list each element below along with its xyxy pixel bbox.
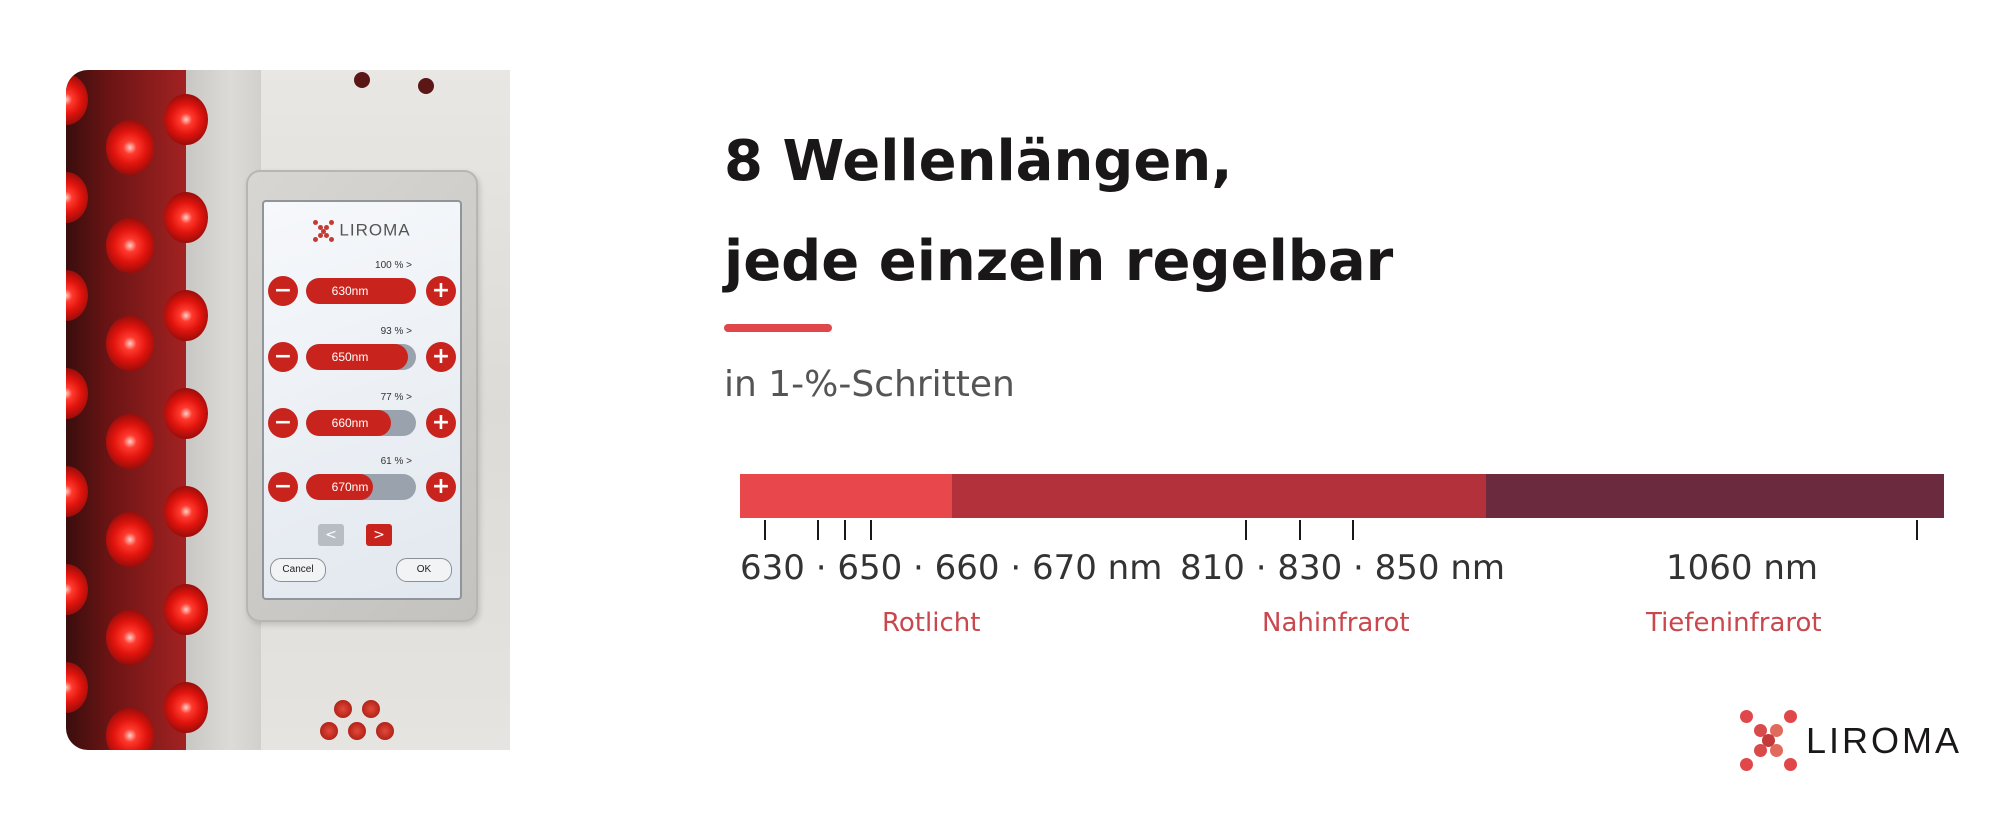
red-led [164,584,208,635]
speaker-dot [376,722,394,740]
wavelength-row-630: − 630nm + [268,274,456,308]
headline-line-1: 8 Wellenlängen, [724,129,1233,194]
row-percent-660[interactable]: 77 % > [380,392,412,403]
wavelength-row-650: − 650nm + [268,340,456,374]
decrease-button[interactable]: − [268,342,298,372]
spectrum-segment-red [740,474,952,518]
screen-brand-text: LIROMA [339,220,411,240]
red-led [66,368,88,419]
ok-button[interactable]: OK [396,558,452,582]
wavelength-label: 660nm [331,416,369,430]
touchscreen-bezel: LIROMA 100 % > − 630nm + 93 % > − 650nm [246,170,478,622]
band-label-near-infrared: Nahinfrarot [1262,608,1410,638]
speaker-dot [334,700,352,718]
red-led [164,192,208,243]
wavelength-row-660: − 660nm + [268,406,456,440]
headline-line-2: jede einzeln regelbar [724,229,1394,294]
wavelength-tick [1916,520,1918,540]
red-led [66,564,88,615]
increase-button[interactable]: + [426,472,456,502]
spectrum-bar [740,474,1944,518]
red-led [164,94,208,145]
red-led [66,172,88,223]
speaker-dot [362,700,380,718]
wavelengths-deep-infrared-label: 1060 nm [1666,548,1819,588]
wavelength-tick [1245,520,1247,540]
logo-dot [1784,758,1797,771]
screen-logo: LIROMA [264,220,460,242]
wavelengths-red-label: 630 · 650 · 660 · 670 nm [740,548,1163,588]
row-percent-650[interactable]: 93 % > [380,326,412,337]
wavelength-row-670: − 670nm + [268,470,456,504]
red-led [164,290,208,341]
wavelength-tick [764,520,766,540]
mount-hole [418,78,434,94]
red-led [106,512,154,568]
logo-dot [1784,710,1797,723]
row-percent-630[interactable]: 100 % > [375,260,412,271]
red-led [106,218,154,274]
logo-dot [1740,758,1753,771]
red-led [164,388,208,439]
band-label-deep-infrared: Tiefeninfrarot [1646,608,1822,638]
row-percent-670[interactable]: 61 % > [380,456,412,467]
level-slider-660[interactable]: 660nm [306,410,416,436]
cancel-button[interactable]: Cancel [270,558,326,582]
wavelengths-near-infrared-label: 810 · 830 · 850 nm [1180,548,1506,588]
level-slider-670[interactable]: 670nm [306,474,416,500]
touchscreen: LIROMA 100 % > − 630nm + 93 % > − 650nm [262,200,462,600]
wavelength-tick [1352,520,1354,540]
red-led [164,486,208,537]
headline: 8 Wellenlängen, jede einzeln regelbar [724,112,1393,312]
next-page-button[interactable]: > [366,524,392,546]
accent-underline [724,324,832,332]
red-led [164,682,208,733]
red-led [66,270,88,321]
level-slider-630[interactable]: 630nm [306,278,416,304]
speaker-dot [320,722,338,740]
wavelength-label: 650nm [331,350,369,364]
red-led [106,120,154,176]
logo-dot [1770,744,1783,757]
logo-dot [1754,744,1767,757]
logo-dot [1754,724,1767,737]
brand-wordmark: LIROMA [1806,720,1963,761]
decrease-button[interactable]: − [268,472,298,502]
logo-dot [1762,734,1775,747]
red-led [66,466,88,517]
wavelength-label: 630nm [331,284,369,298]
increase-button[interactable]: + [426,342,456,372]
device-photo: LIROMA 100 % > − 630nm + 93 % > − 650nm [66,70,510,750]
mount-hole [354,72,370,88]
level-slider-650[interactable]: 650nm [306,344,416,370]
increase-button[interactable]: + [426,408,456,438]
previous-page-button[interactable]: < [318,524,344,546]
logo-dot [1740,710,1753,723]
decrease-button[interactable]: − [268,276,298,306]
increase-button[interactable]: + [426,276,456,306]
wavelength-label: 670nm [331,480,369,494]
wavelength-tick [817,520,819,540]
logo-dot [1770,724,1783,737]
liroma-logo-icon [313,220,335,242]
red-led [66,74,88,125]
red-led [106,708,154,750]
band-label-red: Rotlicht [882,608,981,638]
red-led [66,662,88,713]
subheadline: in 1-%-Schritten [724,364,1015,405]
wavelength-tick [844,520,846,540]
wavelength-tick [870,520,872,540]
wavelength-tick [1299,520,1301,540]
decrease-button[interactable]: − [268,408,298,438]
red-led [106,610,154,666]
spectrum-segment-deep-infrared [1486,474,1944,518]
red-led [106,414,154,470]
spectrum-segment-near-infrared [952,474,1486,518]
speaker-dot [348,722,366,740]
liroma-logo-icon [1740,710,1802,772]
red-led [106,316,154,372]
